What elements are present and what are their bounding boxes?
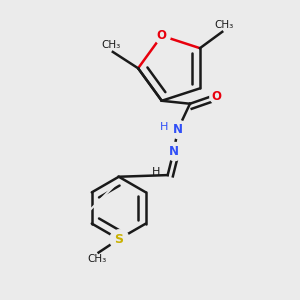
Text: N: N (173, 122, 183, 136)
Text: CH₃: CH₃ (102, 40, 121, 50)
Text: CH₃: CH₃ (88, 254, 107, 264)
Text: S: S (114, 233, 123, 246)
Text: N: N (169, 145, 178, 158)
Text: H: H (160, 122, 168, 132)
Text: CH₃: CH₃ (214, 20, 233, 30)
Text: O: O (157, 29, 167, 42)
Text: H: H (152, 167, 160, 177)
Text: O: O (212, 90, 222, 103)
